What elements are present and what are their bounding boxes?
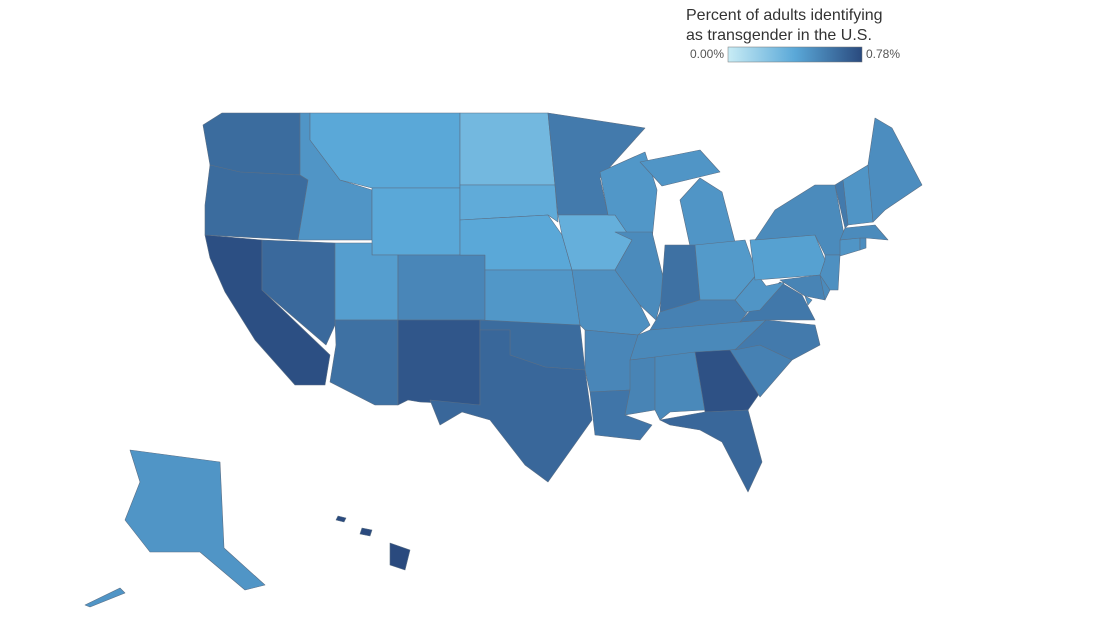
- states: [84, 112, 923, 608]
- state: [84, 587, 126, 608]
- state: [659, 409, 763, 493]
- state: [614, 231, 666, 321]
- state: [459, 112, 556, 186]
- state: [371, 187, 461, 256]
- state: [694, 349, 763, 413]
- state: [389, 542, 411, 571]
- state: [429, 329, 593, 483]
- state: [804, 295, 813, 306]
- state: [335, 515, 347, 523]
- state: [202, 112, 301, 176]
- scale-label: 0.00%: [690, 47, 724, 61]
- state: [839, 224, 889, 241]
- state: [459, 184, 559, 223]
- scale-label: 0.78%: [866, 47, 900, 61]
- state: [867, 117, 923, 223]
- state: [834, 179, 849, 229]
- state: [839, 237, 861, 257]
- state: [397, 319, 481, 406]
- state: [329, 319, 399, 406]
- state: [397, 254, 486, 321]
- state: [124, 449, 266, 591]
- state: [484, 269, 581, 326]
- state: [261, 239, 336, 346]
- legend-title: Percent of adults identifying: [686, 7, 883, 24]
- state: [204, 164, 309, 241]
- state: [679, 177, 736, 247]
- state: [624, 356, 656, 416]
- legend-title: as transgender in the U.S.: [686, 27, 872, 44]
- color-scale: [727, 46, 863, 63]
- state: [859, 237, 867, 251]
- legend: Percent of adults identifying as transge…: [686, 7, 900, 63]
- state: [749, 234, 826, 281]
- state: [639, 149, 721, 187]
- state: [359, 527, 373, 537]
